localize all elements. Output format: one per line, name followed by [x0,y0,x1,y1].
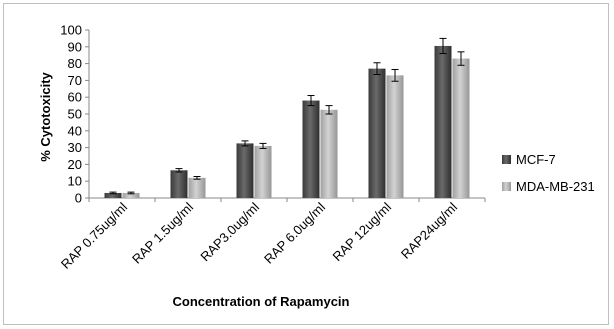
bar-mcf7 [170,170,188,198]
bar-mda-mb-231 [320,109,338,198]
y-tick-label: 90 [68,39,82,54]
bar-mcf7 [434,45,452,199]
bar-mda-mb-231 [188,177,206,198]
y-tick-label: 70 [68,73,82,88]
y-tick-label: 40 [68,123,82,138]
x-tick-label: RAP 12ug/ml [330,199,395,264]
x-axis-title: Concentration of Rapamycin [173,294,350,309]
x-tick-label: RAP 1.5ug/ml [129,199,196,266]
bar-mcf7 [302,100,320,198]
bar-mcf7 [368,68,386,198]
x-tick-label: RAP 0.75ug/ml [58,199,130,271]
bar-mcf7 [104,192,122,198]
legend-label: MCF-7 [516,152,556,167]
legend: MCF-7 MDA-MB-231 [502,152,595,194]
y-tick-label: 60 [68,90,82,105]
y-axis-title: % Cytotoxicity [38,71,53,161]
y-tick-label: 80 [68,56,82,71]
bar-mda-mb-231 [254,145,272,198]
x-tick-label: RAP 6.0ug/ml [261,199,328,266]
y-tick-label: 30 [68,140,82,155]
y-tick-label: 0 [75,191,82,206]
bar-mda-mb-231 [122,192,140,198]
bar-mda-mb-231 [386,75,404,198]
x-tick-label: RAP24ug/ml [398,199,460,261]
y-tick-label: 100 [60,23,82,38]
legend-swatch [502,182,511,191]
x-tick-label: RAP3.0ug/ml [197,199,262,264]
legend-label: MDA-MB-231 [516,179,595,194]
y-tick-label: 50 [68,107,82,122]
bar-mcf7 [236,143,254,198]
legend-swatch [502,155,511,164]
y-tick-label: 10 [68,174,82,189]
y-tick-label: 20 [68,157,82,172]
bar-mda-mb-231 [452,58,470,199]
